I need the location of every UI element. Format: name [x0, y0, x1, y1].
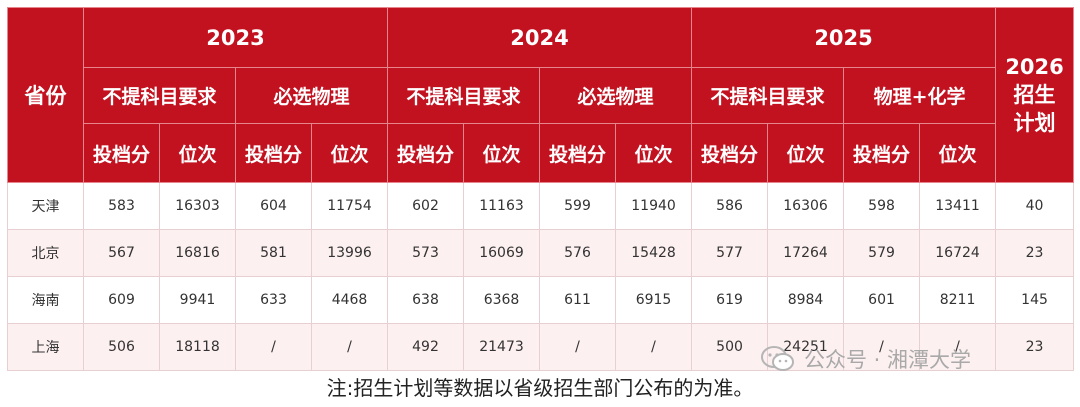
table-cell: 8984	[767, 276, 845, 324]
table-cell: 492	[387, 323, 465, 371]
subject-header: 不提科目要求	[691, 67, 845, 124]
province-cell: 天津	[7, 182, 84, 230]
table-row: 天津 583 16303 604 11754 602 11163 599 119…	[7, 182, 1075, 230]
watermark-text: 公众号 · 湘潭大学	[804, 348, 972, 372]
watermark: 公众号 · 湘潭大学	[760, 344, 971, 374]
table-cell: 577	[691, 229, 769, 277]
subject-header: 必选物理	[234, 67, 389, 124]
table-cell: 579	[843, 229, 921, 277]
table-cell: 17264	[767, 229, 845, 277]
table-cell: 16069	[463, 229, 541, 277]
province-cell: 北京	[7, 229, 84, 277]
table-cell: 633	[235, 276, 312, 324]
table-cell: 586	[691, 182, 769, 230]
table-cell: 604	[235, 182, 312, 230]
plan-cell: 23	[995, 323, 1075, 371]
table-cell: 8211	[919, 276, 997, 324]
table-cell: 9941	[159, 276, 236, 324]
table-cell: 500	[691, 323, 769, 371]
column-header: 投档分	[235, 123, 312, 183]
admission-score-table: 省份 2023 2024 2025 2026 招生 计划 不提科目要求 必选物理…	[7, 7, 1075, 371]
table-cell: 598	[843, 182, 921, 230]
table-cell: 11754	[310, 182, 389, 230]
footnote: 注:招生计划等数据以省级招生部门公布的为准。	[326, 376, 754, 400]
column-header: 位次	[919, 123, 997, 183]
column-header: 位次	[767, 123, 845, 183]
subject-header: 物理+化学	[843, 67, 997, 124]
column-header: 位次	[615, 123, 693, 183]
table-cell: 6368	[463, 276, 541, 324]
plan-header-line2: 招生	[1013, 83, 1056, 107]
column-header: 投档分	[691, 123, 769, 183]
table-row: 海南 609 9941 633 4468 638 6368 611 6915 6…	[7, 276, 1075, 324]
column-header: 位次	[310, 123, 389, 183]
plan-cell: 145	[995, 276, 1075, 324]
year-header-2024: 2024	[387, 7, 693, 68]
subject-header: 必选物理	[539, 67, 693, 124]
table-cell: 583	[83, 182, 160, 230]
table-cell: /	[310, 323, 389, 371]
table-cell: /	[843, 323, 921, 371]
table-header: 省份 2023 2024 2025 2026 招生 计划 不提科目要求 必选物理…	[7, 7, 1075, 183]
column-header: 投档分	[387, 123, 465, 183]
table-cell: /	[539, 323, 617, 371]
table-cell: 576	[539, 229, 617, 277]
table-cell: /	[919, 323, 997, 371]
table-cell: 611	[539, 276, 617, 324]
table-cell: 16724	[919, 229, 997, 277]
wechat-icon	[760, 344, 796, 374]
table-cell: 6915	[615, 276, 693, 324]
table-cell: 13411	[919, 182, 997, 230]
table-cell: 15428	[615, 229, 693, 277]
table-cell: 609	[83, 276, 160, 324]
column-header: 投档分	[539, 123, 617, 183]
plan-cell: 23	[995, 229, 1075, 277]
table-cell: 16816	[159, 229, 236, 277]
column-header: 投档分	[83, 123, 160, 183]
subject-header: 不提科目要求	[387, 67, 541, 124]
table-cell: 16306	[767, 182, 845, 230]
plan-header: 2026 招生 计划	[995, 7, 1075, 183]
plan-cell: 40	[995, 182, 1075, 230]
year-header-2025: 2025	[691, 7, 997, 68]
table-cell: 4468	[310, 276, 389, 324]
table-cell: /	[235, 323, 312, 371]
table-cell: 567	[83, 229, 160, 277]
province-cell: 海南	[7, 276, 84, 324]
table-cell: /	[615, 323, 693, 371]
table-cell: 13996	[310, 229, 389, 277]
column-header: 投档分	[843, 123, 921, 183]
table-cell: 581	[235, 229, 312, 277]
table-cell: 11940	[615, 182, 693, 230]
plan-header-year: 2026	[1005, 55, 1064, 79]
column-header: 位次	[159, 123, 236, 183]
column-header: 位次	[463, 123, 541, 183]
table-cell: 11163	[463, 182, 541, 230]
table-cell: 506	[83, 323, 160, 371]
table-row: 北京 567 16816 581 13996 573 16069 576 154…	[7, 229, 1075, 277]
table-cell: 638	[387, 276, 465, 324]
plan-header-line3: 计划	[1013, 111, 1056, 135]
subject-header: 不提科目要求	[83, 67, 236, 124]
table-body: 天津 583 16303 604 11754 602 11163 599 119…	[7, 182, 1075, 371]
table-cell: 599	[539, 182, 617, 230]
table-cell: 601	[843, 276, 921, 324]
table-cell: 21473	[463, 323, 541, 371]
table-cell: 18118	[159, 323, 236, 371]
table-cell: 16303	[159, 182, 236, 230]
table-row: 上海 506 18118 / / 492 21473 / / 500 24251…	[7, 323, 1075, 371]
table-cell: 619	[691, 276, 769, 324]
table-cell: 602	[387, 182, 465, 230]
province-cell: 上海	[7, 323, 84, 371]
year-header-2023: 2023	[82, 7, 389, 68]
table-cell: 573	[387, 229, 465, 277]
province-header: 省份	[7, 7, 84, 183]
